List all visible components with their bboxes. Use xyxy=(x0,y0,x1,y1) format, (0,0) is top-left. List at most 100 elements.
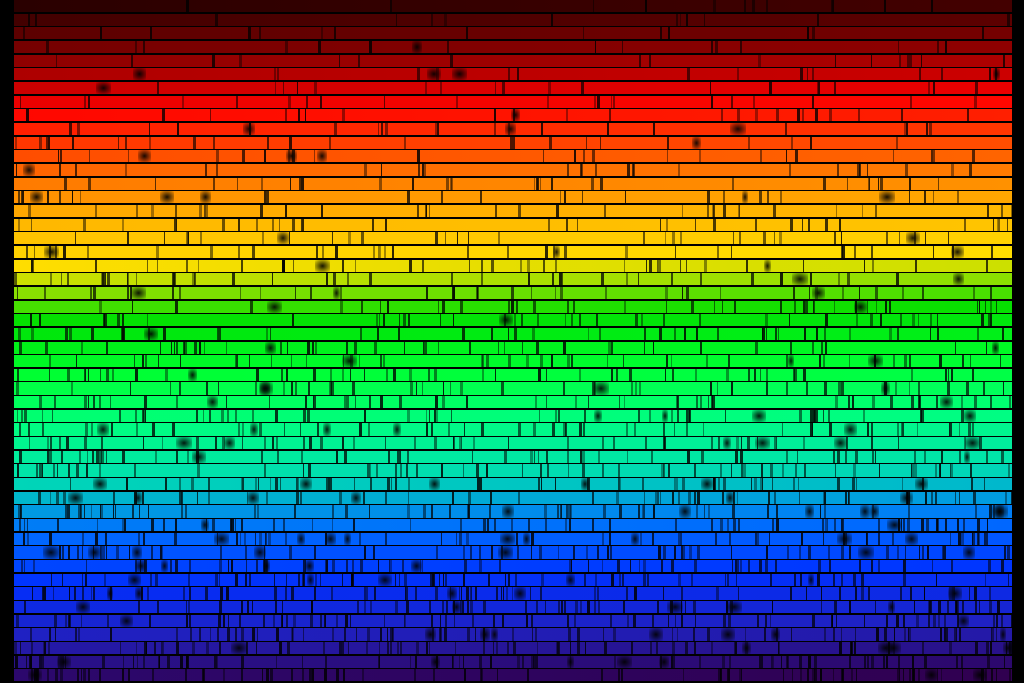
absorption-line xyxy=(146,259,148,272)
absorption-line xyxy=(748,560,750,573)
absorption-line xyxy=(650,642,653,655)
absorption-line xyxy=(382,355,386,368)
absorption-line xyxy=(128,669,131,682)
absorption-line xyxy=(407,505,411,518)
absorption-line xyxy=(834,54,837,67)
absorption-line xyxy=(678,505,692,518)
absorption-line xyxy=(221,437,225,450)
absorption-line xyxy=(239,614,241,627)
absorption-line xyxy=(822,519,825,532)
absorption-line xyxy=(672,642,676,655)
absorption-line xyxy=(537,642,539,655)
absorption-line xyxy=(57,519,59,532)
absorption-line xyxy=(57,655,60,668)
absorption-line xyxy=(292,218,295,231)
absorption-line xyxy=(814,669,817,682)
absorption-line xyxy=(860,587,864,600)
absorption-line xyxy=(715,40,718,54)
absorption-line xyxy=(59,163,62,177)
absorption-line xyxy=(870,560,874,573)
absorption-line xyxy=(77,628,81,641)
spectrum-bands xyxy=(14,0,1014,683)
absorption-line xyxy=(510,109,520,122)
absorption-line xyxy=(279,642,282,655)
absorption-line xyxy=(775,560,778,573)
absorption-line xyxy=(175,437,192,450)
absorption-line xyxy=(758,191,762,204)
absorption-line xyxy=(637,409,640,422)
absorption-line xyxy=(980,669,984,682)
absorption-line xyxy=(466,587,469,600)
absorption-line xyxy=(953,273,965,286)
absorption-line xyxy=(837,450,841,463)
absorption-line xyxy=(781,655,783,668)
absorption-line xyxy=(666,218,668,231)
absorption-line xyxy=(897,40,900,54)
absorption-line xyxy=(34,13,38,26)
absorption-line xyxy=(49,273,53,286)
absorption-line xyxy=(17,464,19,477)
absorption-line xyxy=(638,560,641,573)
absorption-line xyxy=(740,450,743,463)
absorption-line xyxy=(354,259,357,272)
absorption-line xyxy=(843,423,857,436)
absorption-line xyxy=(677,628,679,641)
absorption-line xyxy=(983,532,985,545)
absorption-line xyxy=(91,587,93,600)
absorption-line xyxy=(812,409,816,422)
absorption-line xyxy=(368,505,370,518)
absorption-line xyxy=(494,81,496,95)
absorption-line xyxy=(481,355,484,368)
absorption-line xyxy=(450,177,453,190)
absorption-line xyxy=(482,355,484,368)
absorption-line xyxy=(531,655,535,668)
absorption-line xyxy=(665,300,668,313)
absorption-line xyxy=(848,601,852,614)
absorption-line xyxy=(441,191,443,204)
absorption-line xyxy=(375,464,379,477)
absorption-line xyxy=(462,464,465,477)
absorption-line xyxy=(248,355,251,368)
absorption-line xyxy=(623,259,626,272)
absorption-line xyxy=(710,382,712,395)
absorption-line xyxy=(739,204,741,218)
absorption-line xyxy=(89,286,93,300)
absorption-line xyxy=(694,560,697,573)
absorption-line xyxy=(593,382,609,395)
absorption-line xyxy=(175,450,179,463)
absorption-line xyxy=(255,560,259,573)
absorption-line xyxy=(256,368,259,381)
absorption-line xyxy=(230,519,234,532)
absorption-line xyxy=(460,382,463,395)
absorption-line xyxy=(285,368,288,381)
absorption-line xyxy=(148,505,150,518)
absorption-line xyxy=(475,464,479,477)
absorption-line xyxy=(717,437,720,450)
absorption-line xyxy=(883,655,885,668)
absorption-line xyxy=(838,382,842,395)
absorption-line xyxy=(930,0,933,13)
absorption-line xyxy=(805,300,808,313)
absorption-line xyxy=(714,300,716,313)
absorption-line xyxy=(767,191,770,204)
absorption-line xyxy=(216,163,219,177)
absorption-line xyxy=(241,628,245,641)
absorption-line xyxy=(83,505,86,518)
absorption-line xyxy=(410,655,412,668)
absorption-line xyxy=(333,273,336,286)
absorption-line xyxy=(600,136,602,149)
absorption-line xyxy=(162,327,166,340)
absorption-line xyxy=(661,464,665,477)
absorption-line xyxy=(854,642,856,655)
absorption-line xyxy=(660,655,662,668)
absorption-line xyxy=(618,464,621,477)
absorption-line xyxy=(819,505,822,518)
absorption-line xyxy=(866,300,868,313)
absorption-line xyxy=(857,546,874,559)
absorption-line xyxy=(129,382,132,395)
absorption-line xyxy=(668,464,670,477)
absorption-line xyxy=(285,587,287,600)
absorption-line xyxy=(546,464,550,477)
absorption-line xyxy=(183,341,187,354)
absorption-line xyxy=(929,327,932,340)
